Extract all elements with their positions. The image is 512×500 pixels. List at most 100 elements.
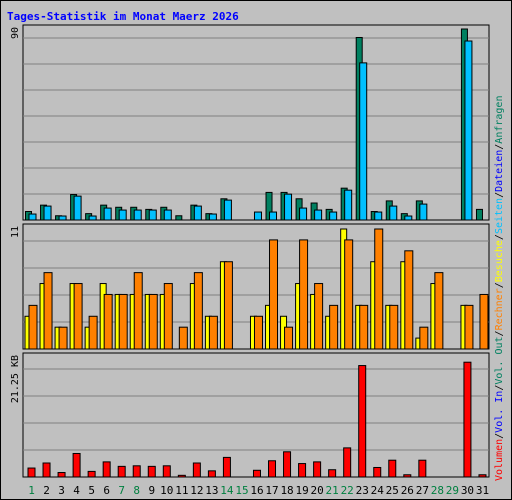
bar-seiten-day-20 xyxy=(314,209,323,221)
day-label-23: 23 xyxy=(356,484,369,497)
bar-seiten-day-7 xyxy=(118,209,127,221)
bar-seiten-day-21 xyxy=(329,211,338,221)
bar-volumen-day-13 xyxy=(207,470,216,478)
bar-rechner-day-26 xyxy=(404,250,414,350)
day-label-24: 24 xyxy=(371,484,385,497)
bar-seiten-day-9 xyxy=(148,209,157,221)
day-label-10: 10 xyxy=(160,484,173,497)
day-label-25: 25 xyxy=(386,484,399,497)
bar-rechner-day-31 xyxy=(479,293,489,350)
bar-seiten-day-26 xyxy=(404,215,413,221)
day-label-27: 27 xyxy=(416,484,429,497)
bar-volumen-day-17 xyxy=(268,460,277,478)
bar-rechner-day-7 xyxy=(118,293,128,350)
legend-item-5: / xyxy=(494,330,505,336)
bar-rechner-day-11 xyxy=(178,326,188,350)
y-axis-max-label-top: 90 xyxy=(10,27,21,39)
bar-seiten-day-24 xyxy=(374,211,383,221)
legend-item-9: / xyxy=(494,234,505,240)
bar-volumen-day-19 xyxy=(298,463,307,478)
bar-volumen-day-18 xyxy=(283,451,292,478)
bar-seiten-day-8 xyxy=(133,209,142,221)
bar-anfragen-day-11 xyxy=(175,215,183,221)
bar-seiten-day-18 xyxy=(284,193,293,221)
day-label-5: 5 xyxy=(88,484,95,497)
bar-volumen-day-4 xyxy=(72,452,81,478)
chart-title: Tages-Statistik im Monat Maerz 2026 xyxy=(7,10,239,23)
bar-rechner-day-27 xyxy=(419,326,429,350)
day-label-19: 19 xyxy=(295,484,308,497)
day-label-14: 14 xyxy=(220,484,234,497)
bar-seiten-day-10 xyxy=(163,209,172,221)
bar-seiten-day-14 xyxy=(223,199,232,221)
day-label-31: 31 xyxy=(476,484,489,497)
bar-seiten-day-12 xyxy=(193,205,202,221)
bar-rechner-day-25 xyxy=(389,304,399,350)
bar-rechner-day-2 xyxy=(43,272,53,350)
panel-bottom xyxy=(22,352,490,478)
bar-rechner-day-18 xyxy=(284,326,294,350)
bar-rechner-day-5 xyxy=(88,315,98,350)
bar-rechner-day-23 xyxy=(359,304,369,350)
legend-item-2: Vol. In xyxy=(494,391,505,433)
day-label-16: 16 xyxy=(250,484,263,497)
legend-item-12: Dateien xyxy=(494,150,505,192)
bar-seiten-day-27 xyxy=(419,203,428,221)
bar-seiten-day-30 xyxy=(464,40,473,221)
bar-seiten-day-3 xyxy=(58,215,67,221)
bar-seiten-day-23 xyxy=(359,62,368,221)
bar-seiten-day-19 xyxy=(299,207,308,221)
bar-volumen-day-12 xyxy=(192,462,201,478)
bar-volumen-day-7 xyxy=(117,465,126,478)
day-label-7: 7 xyxy=(118,484,125,497)
bar-rechner-day-28 xyxy=(434,272,444,350)
bar-volumen-day-14 xyxy=(222,456,231,478)
day-label-11: 11 xyxy=(175,484,188,497)
legend-item-0: Volumen xyxy=(494,439,505,481)
bar-seiten-day-1 xyxy=(28,213,37,221)
day-label-29: 29 xyxy=(446,484,459,497)
bar-rechner-day-6 xyxy=(103,293,113,350)
bar-seiten-day-25 xyxy=(389,205,398,221)
day-label-13: 13 xyxy=(205,484,218,497)
day-label-18: 18 xyxy=(280,484,293,497)
bar-rechner-day-3 xyxy=(58,326,68,350)
bar-volumen-day-30 xyxy=(463,361,472,478)
bar-volumen-day-6 xyxy=(102,461,111,478)
legend-item-13: / xyxy=(494,144,505,150)
legend-item-14: Anfragen xyxy=(494,96,505,144)
day-label-22: 22 xyxy=(341,484,354,497)
legend-item-1: / xyxy=(494,433,505,439)
legend-item-7: / xyxy=(494,282,505,288)
bar-rechner-day-17 xyxy=(269,239,279,350)
day-label-12: 12 xyxy=(190,484,203,497)
bar-volumen-day-8 xyxy=(132,465,141,478)
bar-anfragen-day-31 xyxy=(475,208,483,221)
bar-rechner-day-24 xyxy=(374,228,384,350)
day-label-4: 4 xyxy=(73,484,80,497)
legend-item-8: Besuche xyxy=(494,240,505,282)
day-label-1: 1 xyxy=(28,484,35,497)
day-label-2: 2 xyxy=(43,484,50,497)
bar-seiten-day-16 xyxy=(253,211,262,221)
bar-rechner-day-10 xyxy=(163,283,173,350)
bar-volumen-day-24 xyxy=(373,466,382,478)
bar-volumen-day-16 xyxy=(252,469,261,478)
bar-rechner-day-13 xyxy=(208,315,218,350)
bar-seiten-day-2 xyxy=(43,205,52,221)
bar-rechner-day-9 xyxy=(148,293,158,350)
bar-seiten-day-13 xyxy=(208,213,217,221)
day-label-9: 9 xyxy=(148,484,155,497)
legend-item-3: / xyxy=(494,385,505,391)
legend-item-6: Rechner xyxy=(494,288,505,330)
bar-volumen-day-21 xyxy=(328,469,337,478)
panel-top xyxy=(22,24,490,221)
day-label-6: 6 xyxy=(103,484,110,497)
day-label-17: 17 xyxy=(265,484,278,497)
bar-rechner-day-22 xyxy=(344,239,354,350)
bar-volumen-day-23 xyxy=(358,365,367,478)
legend-item-11: / xyxy=(494,192,505,198)
bar-seiten-day-6 xyxy=(103,207,112,221)
bar-seiten-day-17 xyxy=(269,211,278,221)
